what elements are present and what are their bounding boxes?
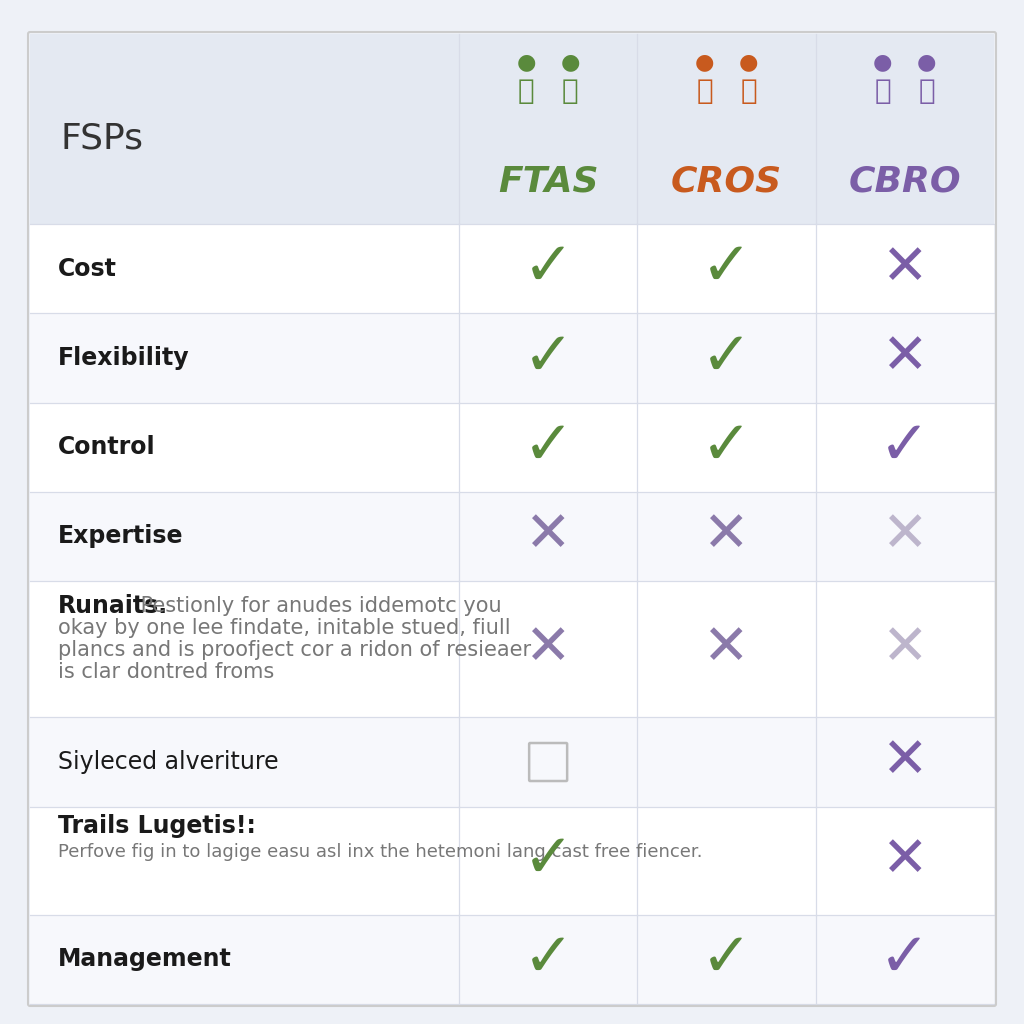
Bar — [30, 492, 994, 581]
Text: Perfove fig in to lagige easu asl inx the hetemoni lang cast free fiencer.: Perfove fig in to lagige easu asl inx th… — [58, 843, 702, 861]
Text: CBRO: CBRO — [849, 165, 962, 199]
Text: ✓: ✓ — [700, 930, 752, 989]
Text: ✓: ✓ — [700, 240, 752, 298]
Text: ✓: ✓ — [880, 930, 931, 989]
Bar — [30, 718, 994, 807]
Text: ✓: ✓ — [522, 240, 573, 298]
Text: Management: Management — [58, 947, 231, 972]
Text: ✓: ✓ — [700, 329, 752, 387]
Bar — [30, 34, 994, 224]
Bar — [30, 224, 994, 313]
Text: ⎓: ⎓ — [518, 77, 535, 105]
Text: ●: ● — [516, 52, 536, 72]
Text: ●: ● — [738, 52, 758, 72]
Text: Expertise: Expertise — [58, 524, 183, 549]
Text: ✓: ✓ — [522, 930, 573, 989]
Bar — [30, 914, 994, 1004]
Text: ✕: ✕ — [882, 834, 928, 888]
Text: Siyleced alveriture: Siyleced alveriture — [58, 750, 279, 774]
Text: ⎓: ⎓ — [562, 77, 579, 105]
Bar — [30, 313, 994, 402]
Text: Runaits.: Runaits. — [58, 594, 168, 617]
Text: ●: ● — [918, 52, 937, 72]
Text: okay by one lee findate, initable stued, fiull: okay by one lee findate, initable stued,… — [58, 617, 511, 638]
Text: CROS: CROS — [671, 165, 782, 199]
Text: ✓: ✓ — [700, 418, 752, 477]
Text: ✕: ✕ — [882, 735, 928, 790]
Text: ✕: ✕ — [882, 623, 928, 676]
Text: ✕: ✕ — [882, 242, 928, 296]
Text: ●: ● — [695, 52, 714, 72]
Text: ✕: ✕ — [703, 510, 750, 563]
Text: ✓: ✓ — [880, 418, 931, 477]
Text: ✓: ✓ — [522, 418, 573, 477]
Text: ✓: ✓ — [522, 329, 573, 387]
Text: Control: Control — [58, 435, 156, 459]
Text: Flexibility: Flexibility — [58, 346, 189, 370]
Text: FSPs: FSPs — [60, 122, 143, 156]
Text: Pestionly for anudes iddemotc you: Pestionly for anudes iddemotc you — [134, 596, 502, 615]
Text: ✓: ✓ — [522, 831, 573, 890]
Bar — [30, 581, 994, 718]
Text: ●: ● — [873, 52, 893, 72]
Bar — [30, 807, 994, 914]
Text: Trails Lugetis!:: Trails Lugetis!: — [58, 814, 256, 838]
Text: ✕: ✕ — [703, 623, 750, 676]
Bar — [30, 402, 994, 492]
Text: FTAS: FTAS — [498, 165, 598, 199]
Text: ⎓: ⎓ — [696, 77, 713, 105]
Bar — [30, 224, 994, 1004]
Text: ⎓: ⎓ — [919, 77, 935, 105]
Text: ●: ● — [560, 52, 580, 72]
Text: ⎓: ⎓ — [874, 77, 891, 105]
Text: is clar dontred froms: is clar dontred froms — [58, 662, 274, 682]
Text: ✕: ✕ — [882, 510, 928, 563]
Text: Cost: Cost — [58, 257, 117, 281]
Text: ⎓: ⎓ — [740, 77, 757, 105]
Text: ✕: ✕ — [525, 510, 571, 563]
Text: ✕: ✕ — [525, 623, 571, 676]
Text: plancs and is proofject cor a ridon of resieaer: plancs and is proofject cor a ridon of r… — [58, 640, 531, 659]
Text: ✕: ✕ — [882, 331, 928, 385]
